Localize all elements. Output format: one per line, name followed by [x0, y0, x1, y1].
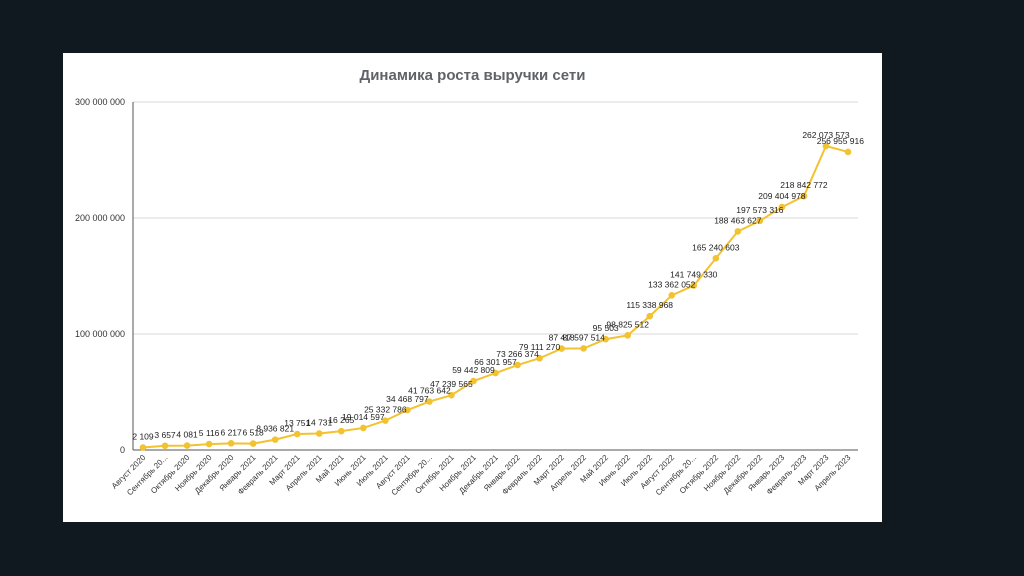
- data-point: [624, 332, 631, 339]
- data-label: 2 109: [132, 432, 154, 442]
- data-label: 188 463 627: [714, 215, 762, 225]
- y-tick-label: 300 000 000: [75, 97, 125, 107]
- data-point: [205, 440, 213, 448]
- data-point: [558, 345, 565, 352]
- data-label: 95 503: [593, 323, 619, 333]
- data-point: [448, 391, 455, 399]
- data-label: 5 116: [199, 428, 220, 438]
- data-label: 16 265: [328, 415, 354, 425]
- y-tick-label: 200 000 000: [75, 213, 125, 223]
- data-label: 218 842 772: [780, 180, 828, 190]
- data-point: [382, 417, 389, 424]
- data-point: [844, 148, 852, 156]
- data-label: 87 418: [549, 333, 575, 343]
- data-point: [404, 406, 411, 414]
- data-point: [602, 335, 609, 343]
- data-point: [271, 436, 279, 443]
- data-point: [778, 203, 786, 211]
- data-point: [580, 345, 587, 352]
- data-label: 165 240 603: [692, 242, 740, 252]
- data-label: 25 332 786: [364, 405, 407, 415]
- data-label: 14 731: [306, 418, 332, 428]
- data-point: [227, 440, 235, 447]
- data-label: 8 936 821: [256, 424, 294, 434]
- data-label: 66 301 957: [474, 357, 517, 367]
- data-label: 79 111 270: [519, 342, 561, 352]
- y-tick-label: 0: [120, 445, 125, 455]
- data-label: 19 014 597: [342, 412, 385, 422]
- data-point: [800, 192, 808, 200]
- data-label: 133 362 052: [648, 279, 696, 289]
- data-label: 6 518: [243, 428, 265, 438]
- chart-title: Динамика роста выручки сети: [359, 67, 586, 84]
- data-label: 115 338 968: [626, 300, 673, 310]
- data-label: 209 404 978: [758, 191, 806, 201]
- data-label: 197 573 316: [736, 205, 784, 215]
- data-point: [360, 424, 367, 432]
- data-point: [337, 427, 345, 435]
- data-point: [161, 442, 169, 450]
- data-point: [183, 442, 191, 449]
- data-point: [756, 217, 764, 225]
- data-label: 4 081: [176, 430, 198, 440]
- data-point: [426, 398, 433, 405]
- data-label: 47 239 565: [430, 379, 473, 389]
- data-point: [470, 377, 477, 385]
- data-label: 256 955 916: [817, 136, 865, 146]
- data-label: 59 442 809: [452, 365, 495, 375]
- data-point: [492, 369, 499, 377]
- series-line: [142, 144, 849, 449]
- data-point: [249, 440, 257, 447]
- data-label: 262 073 573: [802, 130, 850, 140]
- data-label: 41 763 642: [408, 386, 451, 396]
- data-point: [315, 430, 323, 437]
- data-point: [514, 361, 521, 369]
- data-point: [139, 444, 147, 451]
- data-point: [646, 312, 654, 320]
- y-tick-label: 100 000 000: [75, 329, 125, 339]
- data-point: [734, 228, 742, 235]
- data-point: [712, 255, 720, 262]
- data-point: [668, 292, 676, 299]
- data-label: 98 825 512: [606, 319, 649, 329]
- data-point: [690, 282, 698, 289]
- data-point: [293, 430, 301, 438]
- data-point: [536, 354, 543, 362]
- data-label: 73 266 374: [496, 349, 539, 359]
- data-point: [822, 142, 830, 150]
- data-label: 141 749 330: [670, 270, 718, 280]
- data-label: 3 657: [154, 430, 176, 440]
- data-label: 6 217: [220, 427, 242, 437]
- data-label: 34 468 797: [386, 394, 429, 404]
- chart-card: Динамика роста выручки сети 0 100 000 000…: [63, 53, 882, 522]
- data-label: 13 751: [284, 418, 310, 428]
- data-label: 87 597 514: [562, 332, 605, 342]
